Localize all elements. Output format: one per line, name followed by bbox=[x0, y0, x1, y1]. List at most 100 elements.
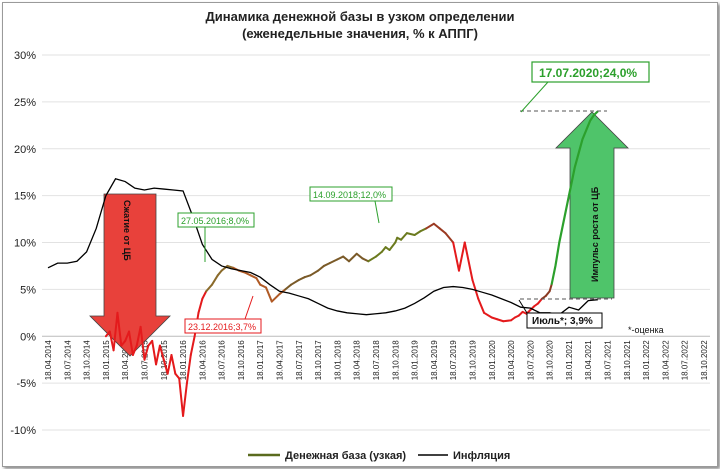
y-tick-label: -5% bbox=[16, 378, 36, 390]
money-base-segment bbox=[419, 227, 428, 233]
money-base-segment bbox=[112, 311, 119, 352]
x-tick-label: 18.10.2020 bbox=[546, 340, 555, 381]
money-base-segment bbox=[400, 232, 408, 241]
annotation-2018-09: 14.09.2018;12,0% bbox=[309, 186, 393, 224]
money-base-segment bbox=[249, 274, 258, 280]
money-base-segment bbox=[413, 230, 422, 236]
x-tick-label: 18.01.2021 bbox=[565, 340, 574, 381]
money-base-segment bbox=[388, 241, 397, 251]
chart-subtitle: (еженедельные значения, % к АППГ) bbox=[242, 26, 478, 41]
x-tick-label: 18.01.2020 bbox=[488, 340, 497, 381]
money-base-segment bbox=[290, 279, 300, 286]
x-tick-label: 18.04.2014 bbox=[44, 340, 53, 381]
money-base-segment bbox=[309, 269, 320, 277]
x-tick-label: 18.04.2016 bbox=[198, 340, 207, 381]
money-base-segment bbox=[405, 232, 416, 236]
money-base-segment bbox=[347, 252, 358, 263]
money-base-segment bbox=[211, 274, 219, 286]
annotation-label: Июль*; 3,9% bbox=[532, 316, 593, 327]
money-base-segment bbox=[328, 258, 339, 265]
money-base-segment bbox=[139, 325, 146, 361]
money-base-segment bbox=[205, 283, 213, 293]
x-tick-label: 18.01.2019 bbox=[411, 340, 420, 381]
y-tick-label: -10% bbox=[10, 425, 36, 437]
x-tick-label: 18.10.2021 bbox=[623, 340, 632, 381]
x-tick-label: 18.07.2018 bbox=[372, 340, 381, 381]
x-tick-label: 18.07.2017 bbox=[295, 340, 304, 381]
x-tick-label: 18.07.2016 bbox=[218, 340, 227, 381]
x-tick-label: 18.01.2015 bbox=[102, 340, 111, 381]
money-base-segment bbox=[463, 241, 474, 281]
annotation-label: 17.07.2020;24,0% bbox=[539, 66, 637, 80]
money-base-segment bbox=[131, 344, 138, 356]
money-base-segment bbox=[322, 262, 331, 267]
money-base-segment bbox=[255, 277, 262, 286]
money-base-segment bbox=[444, 232, 455, 244]
y-tick-label: 5% bbox=[20, 284, 36, 296]
x-tick-label: 18.10.2018 bbox=[391, 340, 400, 381]
money-base-segment bbox=[185, 354, 192, 385]
x-tick-label: 18.04.2021 bbox=[584, 340, 593, 381]
inflation-line bbox=[47, 177, 598, 316]
money-base-segment bbox=[477, 297, 486, 314]
x-tick-label: 18.07.2020 bbox=[526, 340, 535, 381]
money-base-segment bbox=[155, 344, 161, 366]
money-base-segment bbox=[158, 344, 165, 361]
money-base-segment bbox=[380, 246, 387, 253]
money-base-segment bbox=[425, 222, 435, 230]
annotation-2020-07: 17.07.2020;24,0% bbox=[520, 61, 650, 113]
x-tick-label: 18.07.2021 bbox=[604, 340, 613, 381]
annotation-2016-05: 27.05.2016;8,0% bbox=[177, 212, 255, 262]
x-tick-label: 18.07.2022 bbox=[681, 340, 690, 381]
arrow-up-label: Импульс роста от ЦБ bbox=[590, 186, 600, 282]
y-tick-label: 15% bbox=[14, 191, 36, 203]
legend: Денежная база (узкая) Инфляция bbox=[248, 450, 510, 462]
x-tick-label: 18.10.2016 bbox=[237, 340, 246, 381]
money-base-segment bbox=[243, 271, 252, 277]
x-tick-label: 18.04.2018 bbox=[353, 340, 362, 381]
money-base-segment bbox=[342, 255, 350, 263]
x-tick-label: 18.01.2016 bbox=[179, 340, 188, 381]
money-base-segment bbox=[367, 255, 377, 263]
money-base-segment bbox=[170, 354, 177, 375]
y-tick-label: 0% bbox=[20, 331, 36, 343]
money-base-segment bbox=[355, 252, 364, 260]
money-base-segment bbox=[270, 293, 281, 303]
x-tick-label: 18.07.2019 bbox=[449, 340, 458, 381]
x-tick-label: 18.04.2022 bbox=[661, 340, 670, 381]
y-tick-label: 25% bbox=[14, 97, 36, 109]
money-base-segment bbox=[216, 269, 223, 277]
legend-label-inflation: Инфляция bbox=[453, 450, 510, 462]
money-base-segment bbox=[297, 276, 306, 281]
x-tick-label: 18.10.2022 bbox=[700, 340, 709, 381]
money-base-segment bbox=[189, 335, 196, 356]
arrow-down: Сжатие от ЦБ bbox=[89, 193, 171, 357]
money-base-segment bbox=[502, 319, 513, 323]
money-base-segment bbox=[483, 311, 493, 319]
money-base-segment bbox=[128, 330, 134, 356]
footnote: *-оценка bbox=[628, 325, 664, 335]
money-base-segment bbox=[265, 286, 273, 303]
y-axis: -10% -5% 0% 5% 10% 15% 20% 25% 30% bbox=[10, 50, 36, 437]
x-tick-label: 18.10.2014 bbox=[83, 340, 92, 381]
money-base-segment bbox=[151, 339, 158, 366]
chart-title-block: Динамика денежной базы в узком определен… bbox=[0, 8, 720, 42]
x-tick-label: 18.10.2017 bbox=[314, 340, 323, 381]
arrow-up: Импульс роста от ЦБ bbox=[555, 111, 629, 299]
x-tick-label: 18.04.2017 bbox=[276, 340, 285, 381]
money-base-segment bbox=[284, 283, 293, 291]
money-base-segment bbox=[544, 290, 551, 297]
money-base-segment bbox=[162, 358, 169, 375]
x-tick-label: 18.01.2017 bbox=[256, 340, 265, 381]
money-base-segment bbox=[375, 250, 383, 258]
money-base-segment bbox=[174, 372, 181, 380]
annotation-2020-july-inflation: Июль*; 3,9% bbox=[518, 299, 603, 329]
money-base-segment bbox=[496, 318, 505, 323]
x-tick-label: 18.01.2018 bbox=[333, 340, 342, 381]
x-tick-label: 18.07.2014 bbox=[63, 340, 72, 381]
money-base-segment bbox=[452, 241, 460, 272]
money-base-segment bbox=[201, 290, 208, 300]
series-group bbox=[47, 110, 599, 417]
money-base-segment bbox=[182, 382, 188, 417]
y-tick-label: 10% bbox=[14, 238, 36, 250]
